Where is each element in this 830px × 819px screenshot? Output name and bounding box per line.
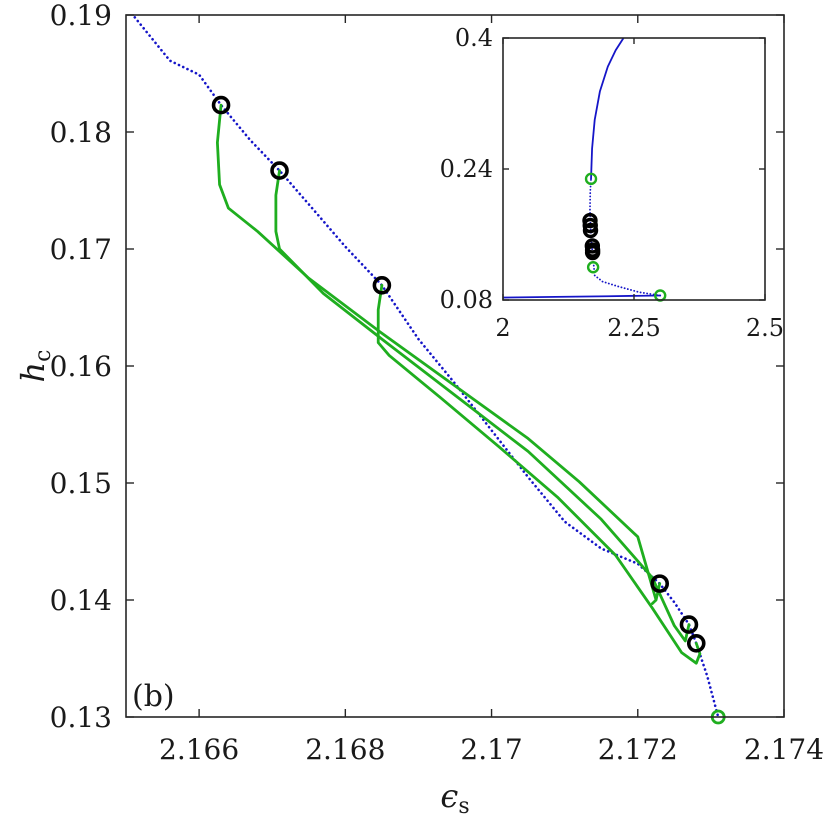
main-x-tick-label: 2.174 <box>744 733 824 766</box>
main-y-tick-label: 0.17 <box>50 233 112 266</box>
inset-marker-green-7 <box>586 261 600 274</box>
series-trajectory-3 <box>376 283 702 665</box>
main-y-tick-label: 0.18 <box>50 116 112 149</box>
inset-x-tick-label: 2 <box>495 314 510 342</box>
series-trajectory-2 <box>274 169 691 643</box>
main-marker-black-4 <box>679 615 699 634</box>
inset-y-tick-label: 0.08 <box>440 286 493 314</box>
main-marker-black-3 <box>650 574 670 593</box>
main-y-tick-label: 0.19 <box>50 0 112 32</box>
inset-plot: 2 2.25 2.5 0.08 0.24 0.4 <box>440 24 785 342</box>
x-axis-label: ϵs <box>440 777 469 819</box>
main-x-tick-label: 2.17 <box>460 733 522 766</box>
main-marker-black-5 <box>686 633 706 653</box>
inset-plot-background <box>503 38 765 300</box>
series-trajectory-1 <box>215 103 662 605</box>
main-y-tick-label: 0.16 <box>50 350 112 383</box>
main-y-tick-label: 0.14 <box>50 584 112 617</box>
main-data-layer <box>133 16 720 717</box>
inset-marker-black-6 <box>584 244 601 261</box>
y-axis-label-subscript: c <box>31 350 56 362</box>
inset-marker-green-0 <box>584 172 598 186</box>
main-y-tick-label: 0.15 <box>50 467 112 500</box>
series-unstable-branch <box>133 16 720 717</box>
inset-x-tick-label: 2.25 <box>607 314 660 342</box>
main-x-tick-label: 2.166 <box>159 733 239 766</box>
y-axis-label: hc <box>14 350 56 383</box>
main-x-tick-label: 2.168 <box>305 733 385 766</box>
main-marker-black-0 <box>211 95 231 115</box>
main-x-tick-label: 2.172 <box>598 733 678 766</box>
inset-marker-black-3 <box>582 222 599 239</box>
panel-label: (b) <box>132 679 175 714</box>
main-marker-black-2 <box>372 275 392 295</box>
inset-y-tick-label: 0.24 <box>440 155 493 183</box>
inset-y-tick-label: 0.4 <box>455 24 493 52</box>
x-axis-label-subscript: s <box>458 794 469 819</box>
series-inset-upper-stable <box>590 38 625 180</box>
inset-x-tick-label: 2.5 <box>746 314 784 342</box>
main-y-tick-label: 0.13 <box>50 701 112 734</box>
main-marker-black-1 <box>270 161 289 180</box>
